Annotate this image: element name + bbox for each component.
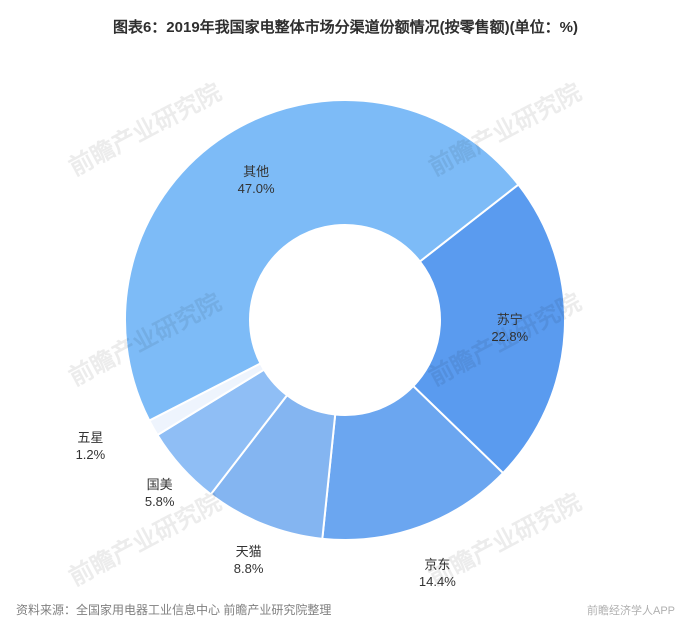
slice-value: 1.2% bbox=[76, 447, 106, 464]
slice-name: 京东 bbox=[419, 557, 456, 574]
slice-label-0: 苏宁22.8% bbox=[491, 312, 528, 346]
slice-name: 其他 bbox=[238, 164, 275, 181]
slice-value: 5.8% bbox=[145, 494, 175, 511]
app-credit: 前瞻经济学人APP bbox=[587, 602, 675, 618]
slice-name: 国美 bbox=[145, 477, 175, 494]
slice-label-3: 国美5.8% bbox=[145, 477, 175, 511]
slice-name: 苏宁 bbox=[491, 312, 528, 329]
slice-label-5: 其他47.0% bbox=[238, 164, 275, 198]
slice-value: 14.4% bbox=[419, 574, 456, 591]
slice-name: 五星 bbox=[76, 431, 106, 448]
slice-name: 天猫 bbox=[234, 545, 264, 562]
slice-label-2: 天猫8.8% bbox=[234, 545, 264, 579]
slice-value: 8.8% bbox=[234, 561, 264, 578]
slice-label-1: 京东14.4% bbox=[419, 557, 456, 591]
slice-value: 22.8% bbox=[491, 329, 528, 346]
donut-chart bbox=[0, 0, 691, 632]
slice-value: 47.0% bbox=[238, 181, 275, 198]
source-text: 资料来源：全国家用电器工业信息中心 前瞻产业研究院整理 bbox=[16, 601, 331, 618]
slice-label-4: 五星1.2% bbox=[76, 431, 106, 465]
donut-svg bbox=[0, 0, 691, 632]
